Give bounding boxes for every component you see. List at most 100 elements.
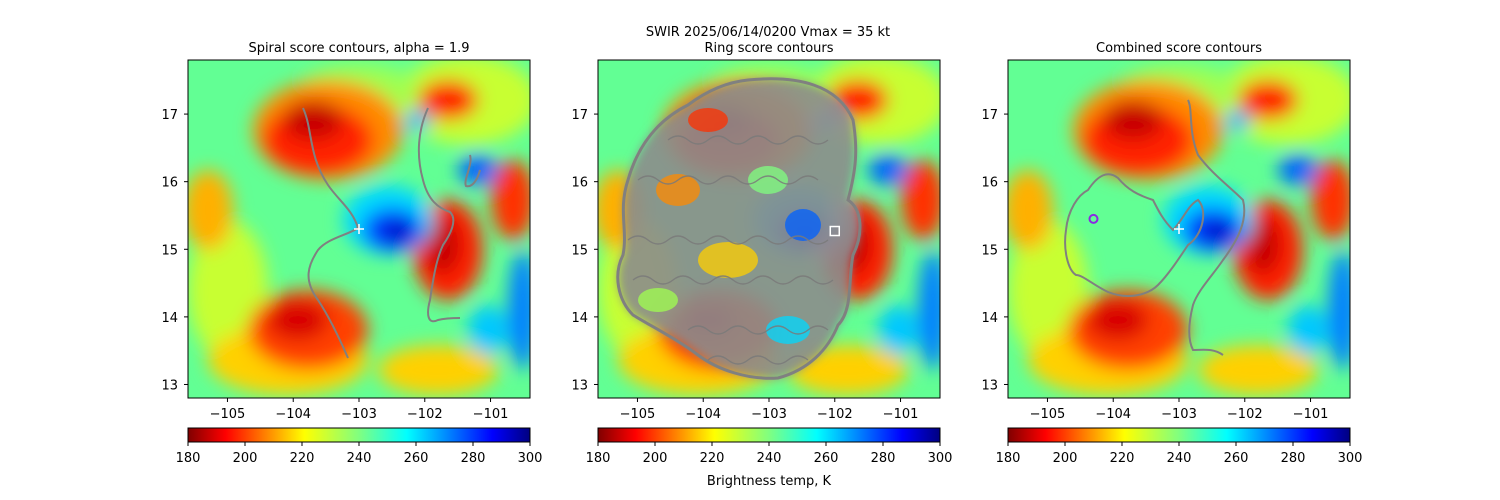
y-tick-label: 15 [161,243,178,258]
contour-line [1064,173,1205,297]
field-patch [688,108,728,132]
colorbar-gradient [187,427,531,443]
colorbar-tick-label: 200 [643,451,668,466]
ring-contour-region [617,78,860,379]
secondary-marker-circle [1088,213,1099,224]
field-patch [656,174,700,206]
colorbar-tick-label: 180 [176,451,201,466]
colorbar-tick-label: 260 [1224,451,1249,466]
contour-line [667,135,829,145]
y-tick-label: 15 [981,243,998,258]
x-tick-label: −103 [341,407,377,422]
contour-line [687,325,829,335]
x-tick-label: −102 [1227,407,1263,422]
contour-line [302,107,360,359]
brightness-field [183,55,538,398]
x-tick-label: −101 [473,407,509,422]
contour-line [627,235,829,245]
y-axis: 13 14 15 16 17 [571,108,598,393]
colorbar-tick-label: 260 [814,451,839,466]
x-tick-label: −105 [210,407,246,422]
y-tick-label: 16 [981,176,998,191]
x-tick-label: −105 [620,407,656,422]
y-tick-label: 13 [161,378,178,393]
y-axis: 13 14 15 16 17 [161,108,188,393]
panel-title: Ring score contours [704,41,833,56]
y-tick-label: 17 [981,108,998,123]
colorbar: 180 200 220 240 260 280 300 [586,427,953,466]
colorbar-tick-label: 240 [1167,451,1192,466]
colorbar-tick-label: 180 [996,451,1021,466]
field-patch [638,288,678,312]
center-marker-plus [1174,224,1184,234]
contour-line [417,107,461,323]
contour-line [637,175,819,185]
contour-line [707,355,809,365]
y-axis: 13 14 15 16 17 [981,108,1008,393]
panel-title: Spiral score contours, alpha = 1.9 [248,41,469,56]
colorbar-tick-label: 220 [700,451,725,466]
x-tick-label: −104 [1095,407,1131,422]
colorbar-tick-label: 180 [586,451,611,466]
x-tick-label: −103 [751,407,787,422]
x-tick-label: −102 [817,407,853,422]
panel-title: Combined score contours [1096,41,1262,56]
colorbar: 180 200 220 240 260 280 300 [176,427,543,466]
colorbar-tick-label: 200 [233,451,258,466]
x-axis: −105 −104 −103 −102 −101 [620,398,919,422]
x-axis: −105 −104 −103 −102 −101 [210,398,509,422]
colorbar-tick-label: 300 [518,451,543,466]
field-patch [785,209,821,241]
x-tick-label: −104 [275,407,311,422]
colorbar-ticks: 180 200 220 240 260 280 300 [176,442,543,466]
y-tick-label: 16 [161,176,178,191]
colorbar-tick-label: 280 [461,451,486,466]
square-icon [829,225,841,237]
colorbar-ticks: 180 200 220 240 260 280 300 [586,442,953,466]
x-tick-label: −103 [1161,407,1197,422]
center-marker-square [829,225,841,237]
circle-icon [1088,213,1099,224]
panel-combined: Combined score contours −105 −104 −103 −102… [981,41,1362,466]
colorbar-gradient [1007,427,1351,443]
colorbar-tick-label: 240 [757,451,782,466]
colorbar-gradient [597,427,941,443]
colorbar-tick-label: 300 [928,451,953,466]
colorbar-tick-label: 280 [871,451,896,466]
y-tick-label: 17 [571,108,588,123]
contour-line [464,154,481,188]
brightness-field [1003,55,1358,398]
colorbar-ticks: 180 200 220 240 260 280 300 [996,442,1363,466]
heatmap-area: −105 −104 −103 −102 −101 13 14 15 16 17 [981,55,1358,422]
heatmap-area: −105 −104 −103 −102 −101 13 14 15 16 17 [161,55,538,422]
colorbar-tick-label: 280 [1281,451,1306,466]
colorbar-tick-label: 200 [1053,451,1078,466]
contour-line [1187,99,1246,356]
y-tick-label: 13 [981,378,998,393]
y-tick-label: 13 [571,378,588,393]
x-tick-label: −101 [883,407,919,422]
colorbar-tick-label: 300 [1338,451,1363,466]
x-tick-label: −101 [1293,407,1329,422]
y-tick-label: 14 [161,311,178,326]
heatmap-area: −105 −104 −103 −102 −101 13 14 15 16 17 [571,59,941,422]
x-tick-label: −104 [685,407,721,422]
y-tick-label: 14 [571,311,588,326]
colorbar: 180 200 220 240 260 280 300 [996,427,1363,466]
colorbar-tick-label: 220 [1110,451,1135,466]
y-tick-label: 16 [571,176,588,191]
center-marker-plus [354,224,364,234]
contour-line [632,275,834,285]
colorbar-label: Brightness temp, K [707,474,832,489]
y-tick-label: 17 [161,108,178,123]
colorbar-tick-label: 240 [347,451,372,466]
x-axis: −105 −104 −103 −102 −101 [1030,398,1329,422]
colorbar-tick-label: 260 [404,451,429,466]
field-patch [698,242,758,278]
y-tick-label: 15 [571,243,588,258]
panel-spiral: Spiral score contours, alpha = 1.9 −105 −… [161,41,542,466]
figure-suptitle: SWIR 2025/06/14/0200 Vmax = 35 kt [646,25,890,40]
colorbar-tick-label: 220 [290,451,315,466]
y-tick-label: 14 [981,311,998,326]
contour-line [616,77,862,380]
